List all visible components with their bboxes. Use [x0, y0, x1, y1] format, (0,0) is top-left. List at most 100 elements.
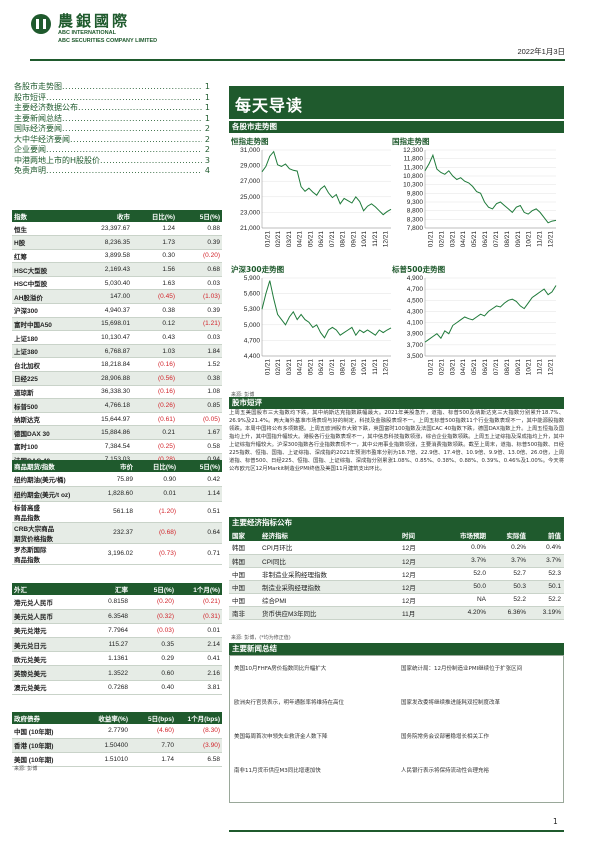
- x-tick-label: 12/21: [383, 359, 390, 376]
- table-cell: (0.56): [132, 371, 177, 386]
- x-tick-label: 12/21: [548, 359, 555, 376]
- chart-title-csi300: 沪深300走势图: [231, 265, 285, 274]
- y-tick-label: 5,000: [244, 322, 261, 329]
- table-cell: (0.16): [132, 385, 177, 400]
- y-tick-label: 25,000: [240, 194, 260, 201]
- column-header: 日比(%): [132, 210, 177, 222]
- table-cell: 道琼斯: [12, 385, 82, 400]
- x-tick-label: 04/21: [297, 359, 304, 376]
- table-cell: 0.01: [135, 486, 178, 502]
- table-cell: 0.12: [132, 317, 177, 332]
- econ-cell: NA: [444, 593, 489, 607]
- toc-item[interactable]: 国际经济要闻..................................…: [14, 124, 210, 135]
- toc-item-page: 3: [204, 155, 210, 165]
- toc-item[interactable]: 大中华经济要闻.................................…: [14, 135, 210, 146]
- table-of-contents: 各股市走势图..................................…: [14, 82, 210, 177]
- y-tick-label: 4,500: [407, 297, 424, 304]
- table-cell: HSC中型股: [12, 276, 82, 291]
- table-cell: 上证180: [12, 330, 82, 345]
- y-tick-label: 9,300: [407, 199, 424, 206]
- x-tick-label: 09/21: [350, 359, 357, 376]
- table-cell: 147.00: [82, 289, 132, 305]
- table-row: 美国 (10年期) 1.51010 1.74 6.58: [12, 752, 222, 767]
- table-cell: 0.88: [177, 222, 222, 237]
- news-item: 国家统计局：12月份制造业PMI继续位于扩张区间: [401, 666, 523, 672]
- y-tick-label: 11,300: [404, 164, 424, 171]
- table-cell: 0.29: [130, 651, 176, 667]
- x-tick-label: 09/21: [350, 231, 357, 248]
- column-header: 1个月(bps): [176, 712, 222, 724]
- x-tick-label: 02/21: [438, 231, 445, 248]
- toc-item-label: 中港两地上市的H股股价: [14, 155, 101, 165]
- econ-cell: 3.19%: [529, 606, 564, 620]
- x-tick-label: 07/21: [329, 359, 336, 376]
- econ-row: 南非 货币供应M3年同比 11月 4.20% 6.36% 3.19%: [229, 606, 564, 620]
- y-tick-label: 3,900: [407, 331, 424, 338]
- table-row: 日经225 28,906.88 (0.56) 0.38: [12, 371, 222, 386]
- section-news-header: 主要新闻总结: [229, 643, 564, 655]
- chart-title-hsi: 恒指走势图: [231, 137, 269, 146]
- table-cell: 3.81: [176, 680, 222, 695]
- table-cell: 标普500: [12, 398, 82, 413]
- x-tick-label: 09/21: [515, 231, 522, 248]
- x-tick-label: 03/21: [286, 359, 293, 376]
- econ-cell: 韩国: [229, 554, 259, 568]
- table-cell: 0.38: [132, 303, 177, 318]
- table-row: 纽约期油(美元/桶) 75.89 0.90 0.42: [12, 472, 222, 487]
- column-header: 5日(%): [130, 583, 176, 595]
- econ-cell: 0.0%: [444, 541, 489, 555]
- table-cell: 恒生: [12, 222, 82, 237]
- table-row: 罗杰斯国际 商品指数 3,196.02 (0.73) 0.71: [12, 543, 222, 565]
- table-cell: 7.70: [130, 738, 176, 753]
- chart-title-sp500: 标普500走势图: [392, 265, 446, 274]
- toc-item-page: 2: [204, 134, 210, 144]
- toc-item[interactable]: 股市短评....................................…: [14, 93, 210, 104]
- toc-item-page: 2: [204, 145, 210, 154]
- y-tick-label: 4,300: [407, 308, 424, 315]
- x-tick-label: 07/21: [493, 359, 500, 376]
- econ-indicators-table: 国家 经济指标 时间 市场预期 实际值 前值 韩国 CPI月环比 12月 0.0% 0.2% 0.4%…: [229, 529, 564, 620]
- toc-item[interactable]: 主要经济数据公布................................…: [14, 103, 210, 114]
- table-cell: 0.35: [130, 637, 176, 653]
- econ-cell: 12月: [399, 554, 444, 568]
- table-cell: 2.7790: [82, 724, 130, 739]
- econ-cell: 中国: [229, 593, 259, 607]
- y-tick-label: 4,100: [407, 320, 424, 327]
- y-tick-label: 5,600: [244, 291, 261, 298]
- x-tick-label: 05/21: [307, 231, 314, 248]
- hsi-line-chart: 21,000 23,000 25,000 27,000 29,000 31,000 01/2…: [240, 147, 392, 248]
- x-tick-label: 11/21: [372, 231, 379, 247]
- x-tick-label: 01/21: [264, 231, 271, 248]
- fx-table: 外汇 汇率 5日(%) 1个月(%) 港元兑人民币 0.8158 (0.20) (0.21) 美…: [12, 583, 222, 695]
- table-cell: 1.1361: [82, 651, 130, 667]
- toc-item[interactable]: 中港两地上市的H股股价.............................…: [14, 156, 210, 167]
- toc-item[interactable]: 企业要闻....................................…: [14, 145, 210, 156]
- column-header: 1个月(%): [176, 583, 222, 595]
- header-divider: [30, 59, 565, 61]
- table-cell: 0.03: [177, 330, 222, 345]
- toc-leader-dots: ........................................…: [46, 145, 202, 154]
- toc-item[interactable]: 各股市走势图..................................…: [14, 82, 210, 93]
- x-tick-label: 06/21: [482, 231, 489, 248]
- toc-item[interactable]: 免责声明....................................…: [14, 166, 210, 177]
- section-commentary-header: 股市短评: [229, 397, 564, 409]
- table-row: 道琼斯 36,338.30 (0.16) 1.08: [12, 385, 222, 400]
- econ-cell: 50.1: [529, 580, 564, 594]
- econ-cell: 中国: [229, 567, 259, 581]
- table-cell: 0.8158: [82, 595, 130, 610]
- table-cell: 英镑兑美元: [12, 665, 82, 681]
- toc-item[interactable]: 主要新闻总结..................................…: [14, 114, 210, 125]
- x-tick-label: 06/21: [482, 359, 489, 376]
- x-tick-label: 01/21: [427, 359, 434, 376]
- toc-leader-dots: ........................................…: [100, 155, 202, 165]
- toc-item-label: 股市短评: [14, 92, 46, 102]
- table-cell: 6.58: [176, 752, 222, 767]
- header: 農銀國際 ABC INTERNATIONAL ABC SECURITIES CO…: [0, 0, 595, 70]
- report-date: 2022年1月3日: [517, 47, 565, 56]
- x-tick-label: 08/21: [504, 359, 511, 376]
- news-item: 国家发改委将继续推进能耗双控制度改革: [401, 700, 501, 706]
- econ-cell: 中国: [229, 580, 259, 594]
- y-tick-label: 27,000: [240, 178, 260, 185]
- page-number: 1: [553, 817, 558, 826]
- x-tick-label: 05/21: [471, 359, 478, 376]
